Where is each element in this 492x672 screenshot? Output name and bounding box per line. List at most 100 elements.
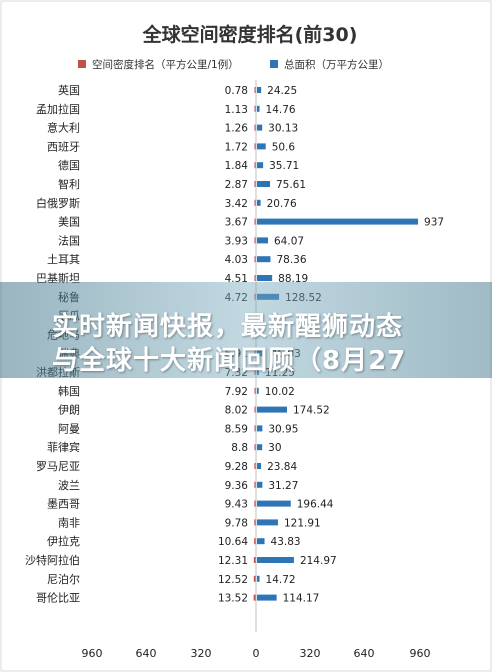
x-tick-label: 640 [136, 647, 157, 660]
bar-area [257, 218, 419, 225]
x-tick-label: 320 [191, 647, 212, 660]
data-label-density: 13.52 [218, 593, 248, 605]
category-label: 南非 [58, 516, 80, 529]
data-label-area: 30.13 [268, 123, 298, 135]
category-label: 孟加拉国 [36, 102, 80, 116]
data-label-area: 196.44 [297, 499, 334, 511]
data-label-area: 35.71 [269, 160, 299, 172]
data-label-area: 30 [268, 442, 281, 454]
data-label-area: 14.76 [266, 104, 296, 116]
bar-density [254, 387, 256, 394]
category-label: 英国 [58, 83, 80, 97]
bar-area [257, 519, 278, 526]
bar-density [254, 199, 256, 206]
bar-density [254, 500, 256, 507]
data-label-area: 23.84 [267, 461, 297, 473]
category-label: 伊拉克 [47, 534, 80, 548]
bar-area [257, 575, 260, 582]
category-label: 伊朗 [58, 404, 80, 417]
category-label: 巴基斯坦 [36, 271, 80, 285]
bar-area [257, 500, 291, 507]
bar-density [254, 538, 256, 545]
banner-headline-line-1: 实时新闻快报，最新醒狮动态 [52, 312, 404, 342]
data-label-density: 1.13 [225, 104, 248, 116]
category-label: 沙特阿拉伯 [25, 553, 80, 567]
data-label-density: 1.72 [225, 141, 248, 153]
x-tick-label: 640 [354, 647, 375, 660]
category-label: 德国 [58, 158, 80, 172]
data-label-density: 10.64 [218, 536, 248, 548]
data-label-density: 3.67 [225, 217, 248, 229]
category-label: 白俄罗斯 [36, 196, 80, 210]
bar-density [253, 594, 256, 601]
bar-area [257, 199, 261, 206]
bar-density [254, 181, 256, 187]
data-label-density: 0.78 [225, 85, 248, 97]
x-tick-label: 320 [300, 647, 321, 660]
x-tick-label: 0 [253, 647, 260, 660]
data-label-density: 12.31 [218, 555, 248, 567]
data-label-density: 9.36 [225, 480, 249, 492]
legend-swatch-left [78, 60, 86, 68]
bar-area [257, 538, 265, 545]
data-label-area: 43.83 [271, 536, 301, 548]
category-label: 法国 [58, 233, 80, 247]
data-label-density: 8.8 [231, 442, 248, 454]
category-label: 土耳其 [47, 253, 80, 266]
bar-density [253, 575, 256, 582]
bar-density [254, 124, 256, 131]
data-label-density: 7.92 [225, 386, 248, 398]
bar-area [257, 124, 263, 131]
data-label-area: 31.27 [268, 480, 298, 492]
bar-density [254, 481, 256, 488]
legend-label-left: 空间密度排名（平方公里/1例） [92, 58, 239, 71]
data-label-area: 214.97 [300, 555, 337, 567]
data-label-density: 1.84 [225, 160, 249, 172]
bar-density [254, 275, 256, 281]
data-label-area: 114.17 [283, 593, 320, 605]
bar-area [257, 87, 262, 93]
category-label: 阿曼 [58, 422, 80, 435]
bar-density [254, 444, 256, 451]
bar-density [254, 87, 256, 93]
data-label-area: 75.61 [276, 179, 306, 191]
category-label: 罗马尼亚 [36, 460, 80, 473]
news-banner[interactable]: 实时新闻快报，最新醒狮动态 与全球十大新闻回顾（8月27 [0, 282, 492, 378]
bar-density [254, 218, 256, 225]
category-label: 哥伦比亚 [36, 591, 80, 605]
data-label-density: 3.93 [225, 235, 248, 247]
data-label-density: 3.42 [225, 198, 248, 210]
bar-area [257, 162, 264, 169]
data-label-area: 20.76 [267, 198, 297, 210]
bar-density [254, 425, 256, 432]
data-label-area: 937 [424, 217, 444, 229]
data-label-area: 10.02 [265, 386, 295, 398]
data-label-area: 14.72 [266, 574, 296, 586]
chart-title: 全球空间密度排名(前30) [142, 23, 358, 46]
category-label: 墨西哥 [47, 498, 80, 511]
data-label-density: 8.02 [225, 405, 248, 417]
bar-area [257, 387, 259, 394]
data-label-area: 30.95 [268, 423, 298, 435]
bar-density [254, 162, 256, 169]
bar-density [254, 463, 256, 469]
category-label: 韩国 [58, 384, 80, 398]
data-label-density: 4.03 [225, 254, 248, 266]
bar-density [254, 237, 256, 244]
category-label: 意大利 [47, 121, 80, 135]
bar-density [253, 557, 256, 563]
data-label-density: 2.87 [225, 179, 248, 191]
bar-area [257, 594, 277, 601]
x-tick-label: 960 [410, 647, 431, 660]
bar-area [257, 406, 287, 413]
data-label-area: 24.25 [267, 85, 297, 97]
bar-area [257, 481, 263, 488]
x-tick-label: 960 [82, 647, 103, 660]
category-label: 波兰 [58, 479, 80, 492]
legend: 空间密度排名（平方公里/1例） 总面积（万平方公里） [78, 58, 389, 71]
bar-density [254, 256, 256, 263]
data-label-density: 1.26 [225, 123, 249, 135]
category-label: 美国 [58, 216, 80, 229]
bar-area [257, 143, 266, 150]
